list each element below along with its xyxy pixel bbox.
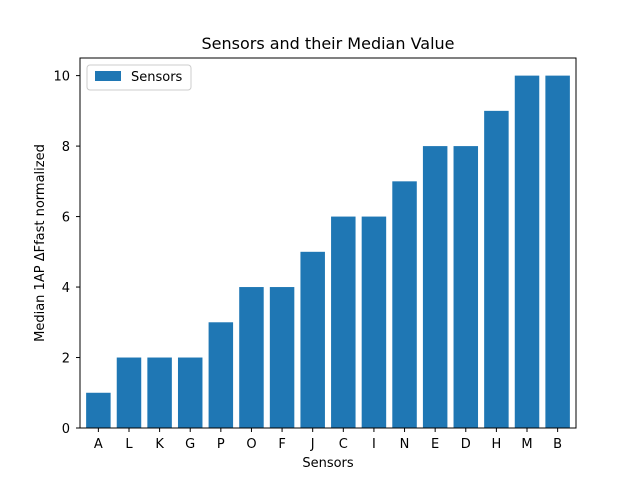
bar-F bbox=[269, 287, 295, 428]
x-tick-label: L bbox=[125, 437, 133, 452]
bar-B bbox=[545, 75, 570, 428]
x-tick-label: H bbox=[492, 437, 502, 452]
bar-I bbox=[361, 216, 387, 428]
y-tick-label: 0 bbox=[62, 422, 70, 437]
x-tick-label: K bbox=[155, 437, 164, 452]
bar-N bbox=[392, 181, 417, 428]
x-tick-label: E bbox=[431, 437, 439, 452]
bar-E bbox=[422, 146, 448, 428]
bar-J bbox=[300, 251, 325, 428]
x-tick-label: C bbox=[339, 437, 348, 452]
x-tick-label: B bbox=[553, 437, 562, 452]
bars-group bbox=[86, 75, 570, 428]
bar-O bbox=[239, 287, 264, 428]
x-tick-label: G bbox=[185, 437, 195, 452]
legend: Sensors bbox=[86, 64, 192, 91]
bar-M bbox=[514, 75, 540, 428]
legend-swatch bbox=[95, 71, 121, 81]
x-tick-label: J bbox=[310, 437, 315, 452]
bar-P bbox=[208, 322, 234, 428]
x-tick-label: M bbox=[521, 437, 532, 452]
chart-title: Sensors and their Median Value bbox=[201, 34, 454, 53]
bar-K bbox=[147, 357, 172, 428]
x-tick-label: I bbox=[372, 437, 376, 452]
x-tick-label: P bbox=[217, 437, 225, 452]
x-tick-label: D bbox=[461, 437, 471, 452]
y-tick-label: 8 bbox=[62, 140, 70, 155]
bar-H bbox=[484, 110, 509, 428]
plot-area-frame bbox=[79, 57, 577, 429]
bar-A bbox=[86, 392, 111, 428]
y-axis-label: Median 1AP ΔFfast normalized bbox=[33, 144, 48, 342]
y-tick-label: 10 bbox=[53, 70, 70, 85]
x-axis-label: Sensors bbox=[302, 456, 354, 471]
bar-L bbox=[116, 357, 142, 428]
x-tick-label: N bbox=[400, 437, 410, 452]
bar-C bbox=[331, 216, 356, 428]
x-tick-label: A bbox=[94, 437, 103, 452]
bar-D bbox=[453, 146, 479, 428]
y-tick-label: 2 bbox=[62, 352, 70, 367]
x-tick-label: F bbox=[278, 437, 285, 452]
legend-label: Sensors bbox=[131, 70, 183, 85]
bar-G bbox=[177, 357, 203, 428]
x-tick-label: O bbox=[246, 437, 256, 452]
y-tick-label: 6 bbox=[62, 211, 70, 226]
y-axis-ticks: 0 2 4 6 8 10 bbox=[53, 70, 80, 437]
y-tick-label: 4 bbox=[62, 281, 70, 296]
